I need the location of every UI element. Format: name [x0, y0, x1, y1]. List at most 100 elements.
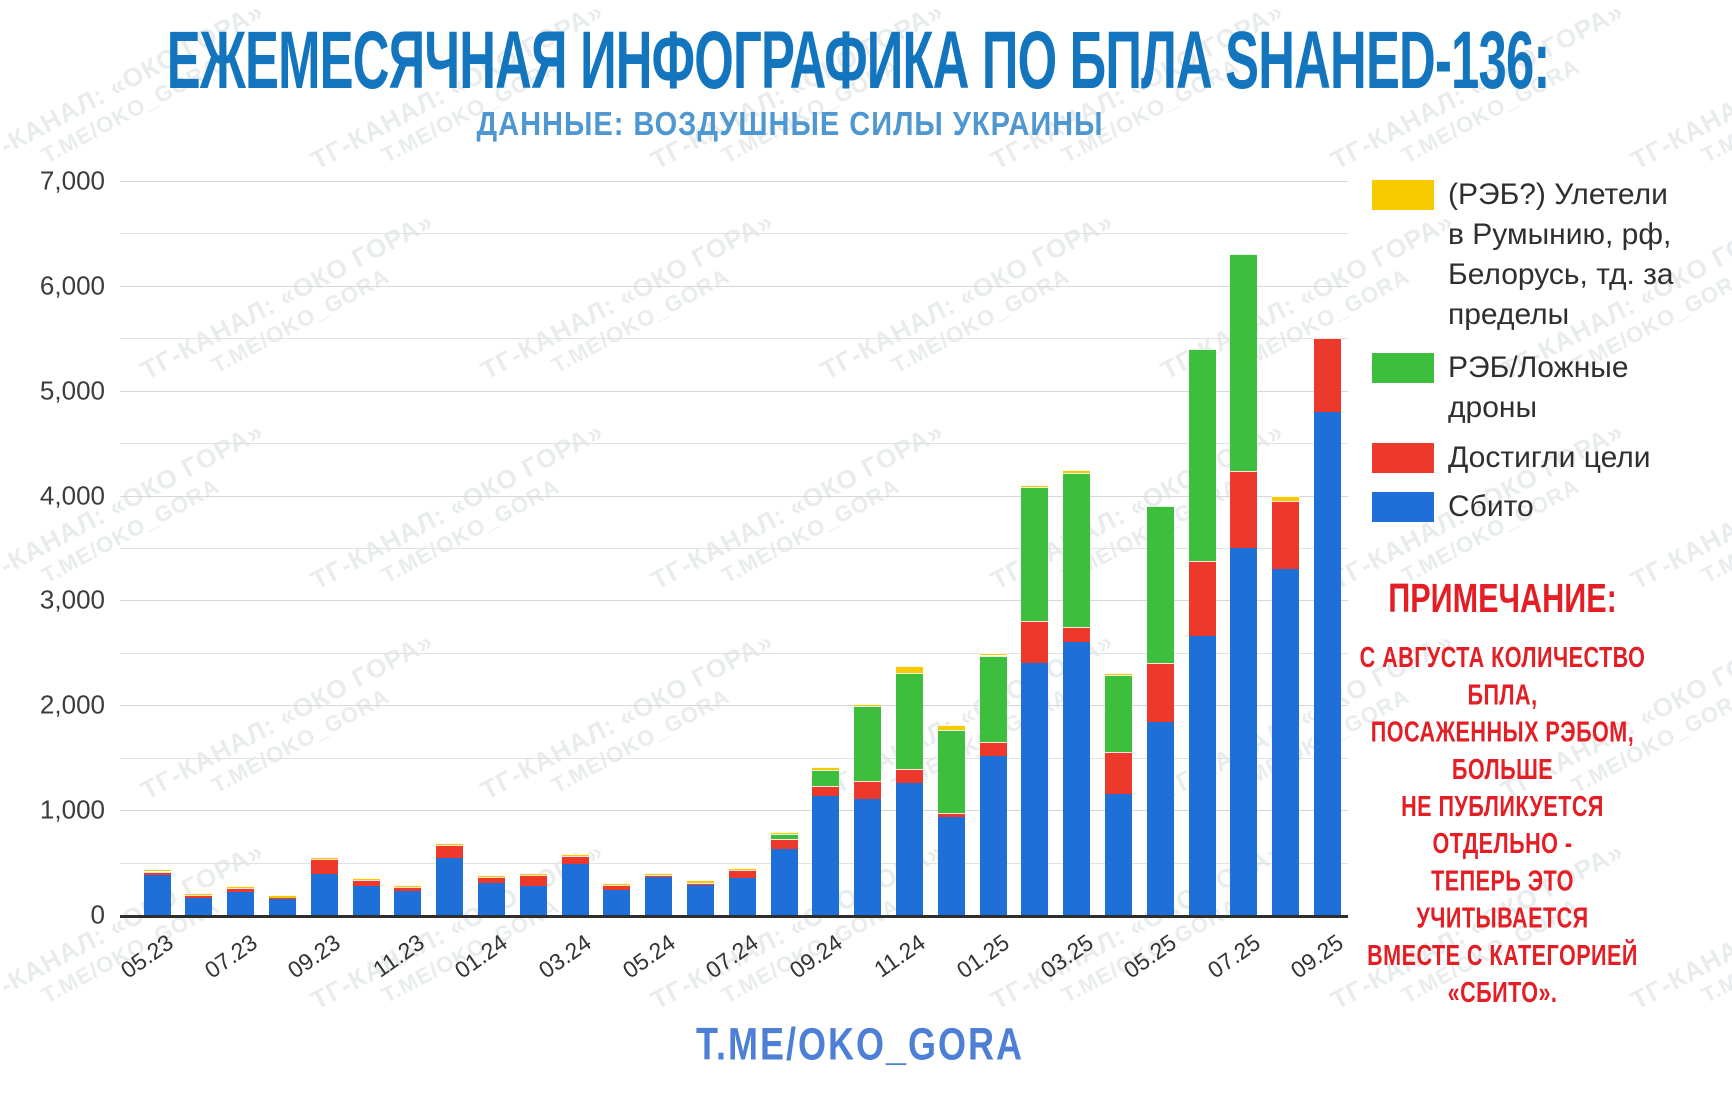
bar-segment-02.25-ew-decoy [1021, 487, 1049, 622]
bar-10.24[interactable] [854, 181, 882, 915]
gridline-7000 [120, 181, 1348, 182]
y-axis-label-4000: 4,000 [39, 480, 105, 511]
bar-06.25[interactable] [1188, 181, 1216, 915]
bar-04.24[interactable] [603, 181, 631, 915]
bar-segment-09.25-hit-target [1313, 338, 1341, 412]
bar-segment-10.23-fled-abroad [352, 877, 380, 880]
legend-label: Достигли цели [1448, 441, 1651, 474]
y-axis-label-6000: 6,000 [39, 270, 105, 301]
bar-09.25[interactable] [1313, 181, 1341, 915]
bar-segment-06.25-ew-decoy [1188, 348, 1216, 561]
bar-segment-02.24-shot-down [519, 885, 547, 915]
note-line: ПОСАЖЕННЫХ РЭБОМ, БОЛЬШЕ [1370, 716, 1635, 786]
bar-segment-01.24-hit-target [477, 876, 505, 883]
bar-segment-09.23-fled-abroad [310, 856, 338, 859]
legend-swatch-yellow [1372, 180, 1434, 210]
bar-segment-04.25-fled-abroad [1104, 672, 1132, 675]
bar-10.23[interactable] [352, 181, 380, 915]
bar-segment-10.24-shot-down [854, 799, 882, 915]
bar-segment-08.24-fled-abroad [770, 832, 798, 835]
bar-segment-12.23-hit-target [436, 844, 464, 859]
bar-08.25[interactable] [1272, 181, 1300, 915]
legend-label: (РЭБ?) Улетели в Румынию, рф, Белорусь, … [1448, 178, 1674, 331]
bar-03.24[interactable] [561, 181, 589, 915]
bar-segment-03.25-hit-target [1063, 626, 1091, 643]
bar-segment-11.24-fled-abroad [895, 665, 923, 673]
bar-01.25[interactable] [979, 181, 1007, 915]
bar-segment-08.24-hit-target [770, 838, 798, 850]
bar-11.23[interactable] [394, 181, 422, 915]
bar-segment-01.25-shot-down [979, 755, 1007, 915]
gridline-500 [120, 862, 1348, 864]
note-line: ТЕПЕРЬ ЭТО УЧИТЫВАЕТСЯ [1416, 865, 1589, 935]
gridline-6000 [120, 285, 1348, 287]
bar-01.24[interactable] [477, 181, 505, 915]
y-axis-label-5000: 5,000 [39, 375, 105, 406]
bar-segment-05.24-fled-abroad [645, 873, 673, 876]
bar-segment-08.24-ew-decoy [770, 834, 798, 839]
legend-label: Сбито [1448, 490, 1534, 523]
page-title: ЕЖЕМЕСЯЧНАЯ ИНФОГРАФИКА ПО БПЛА SHAHED-1… [166, 15, 1551, 107]
bar-segment-03.24-shot-down [561, 863, 589, 915]
bar-segment-06.25-hit-target [1188, 560, 1216, 637]
bar-segment-05.23-fled-abroad [143, 868, 171, 872]
bar-segment-06.25-shot-down [1188, 636, 1216, 915]
bar-07.23[interactable] [227, 181, 255, 915]
bar-segment-03.25-shot-down [1063, 642, 1091, 915]
bar-segment-11.23-hit-target [394, 886, 422, 892]
bar-08.23[interactable] [268, 181, 296, 915]
bar-09.23[interactable] [310, 181, 338, 915]
bar-segment-01.25-hit-target [979, 742, 1007, 756]
bar-segment-09.24-shot-down [812, 796, 840, 915]
bar-segment-02.25-shot-down [1021, 663, 1049, 915]
bar-segment-07.25-hit-target [1230, 471, 1258, 548]
bar-segment-12.23-shot-down [436, 858, 464, 915]
note-line: НЕ ПУБЛИКУЕТСЯ ОТДЕЛЬНО - [1401, 790, 1604, 861]
bar-06.24[interactable] [686, 181, 714, 915]
note-line: С АВГУСТА КОЛИЧЕСТВО БПЛА, [1359, 642, 1646, 712]
gridline-1000 [120, 810, 1348, 812]
bar-05.25[interactable] [1146, 181, 1174, 915]
bar-07.24[interactable] [728, 181, 756, 915]
bar-segment-07.23-shot-down [227, 892, 255, 915]
bar-segment-05.24-hit-target [645, 875, 673, 878]
bar-segment-10.23-shot-down [352, 886, 380, 915]
bar-segment-07.25-shot-down [1230, 548, 1258, 915]
bar-12.24[interactable] [937, 181, 965, 915]
note-heading: ПРИМЕЧАНИЕ: [1388, 576, 1617, 622]
legend-swatch-green [1372, 353, 1434, 383]
bar-segment-09.24-fled-abroad [812, 767, 840, 771]
gridline-3500 [120, 548, 1348, 549]
bar-segment-01.24-shot-down [477, 882, 505, 915]
bar-segment-06.24-hit-target [686, 882, 714, 886]
bar-05.23[interactable] [143, 181, 171, 915]
bar-12.23[interactable] [436, 181, 464, 915]
bar-06.23[interactable] [185, 181, 213, 915]
y-axis-label-3000: 3,000 [39, 584, 105, 615]
y-axis-label-7000: 7,000 [39, 165, 105, 196]
bar-03.25[interactable] [1063, 181, 1091, 915]
bar-segment-06.24-fled-abroad [686, 880, 714, 883]
legend-swatch-blue [1372, 492, 1434, 522]
channel-link: T.ME/OKO_GORA [695, 1018, 1025, 1070]
bar-07.25[interactable] [1230, 181, 1258, 915]
bar-08.24[interactable] [770, 181, 798, 915]
bar-segment-04.25-ew-decoy [1104, 674, 1132, 753]
bar-09.24[interactable] [812, 181, 840, 915]
bar-05.24[interactable] [645, 181, 673, 915]
bar-11.24[interactable] [895, 181, 923, 915]
bar-segment-08.25-shot-down [1272, 568, 1300, 915]
bar-02.25[interactable] [1021, 181, 1049, 915]
bar-segment-02.24-hit-target [519, 874, 547, 886]
bar-segment-08.23-hit-target [268, 897, 296, 900]
gridline-2000 [120, 705, 1348, 707]
bar-segment-04.25-hit-target [1104, 752, 1132, 795]
bar-segment-04.25-shot-down [1104, 794, 1132, 915]
bar-02.24[interactable] [519, 181, 547, 915]
bar-04.25[interactable] [1104, 181, 1132, 915]
bar-segment-04.24-hit-target [603, 885, 631, 890]
note-line: «СБИТО». [1447, 976, 1558, 1010]
bar-segment-02.25-fled-abroad [1021, 485, 1049, 488]
gridline-4000 [120, 495, 1348, 497]
bar-segment-08.24-shot-down [770, 849, 798, 915]
